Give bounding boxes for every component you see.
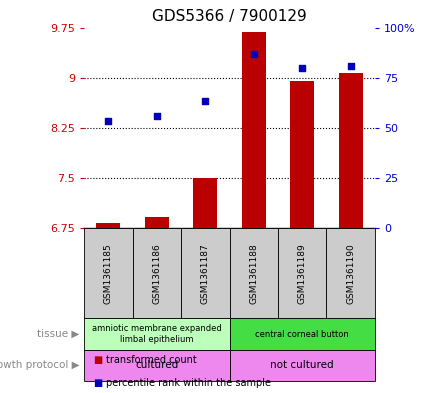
Bar <box>326 228 374 318</box>
Point <box>201 98 208 104</box>
Bar <box>229 318 374 350</box>
Title: GDS5366 / 7900129: GDS5366 / 7900129 <box>152 9 306 24</box>
Text: growth protocol ▶: growth protocol ▶ <box>0 360 80 371</box>
Text: transformed count: transformed count <box>105 355 196 365</box>
Text: amniotic membrane expanded
limbal epithelium: amniotic membrane expanded limbal epithe… <box>92 324 221 344</box>
Bar <box>144 217 169 228</box>
Bar <box>84 318 229 350</box>
Text: GSM1361189: GSM1361189 <box>297 243 306 303</box>
Point <box>104 118 111 124</box>
Text: percentile rank within the sample: percentile rank within the sample <box>105 378 270 388</box>
Bar <box>84 350 229 381</box>
Text: GSM1361188: GSM1361188 <box>249 243 258 303</box>
Text: GSM1361185: GSM1361185 <box>104 243 113 303</box>
Text: tissue ▶: tissue ▶ <box>37 329 80 339</box>
Point <box>347 63 353 70</box>
Bar <box>277 228 326 318</box>
Text: central corneal button: central corneal button <box>255 330 348 338</box>
Bar <box>338 73 362 228</box>
Text: ■: ■ <box>92 355 101 365</box>
Bar <box>181 228 229 318</box>
Bar <box>84 228 132 318</box>
Bar <box>229 350 374 381</box>
Point <box>153 113 160 119</box>
Text: GSM1361187: GSM1361187 <box>200 243 209 303</box>
Point <box>298 64 305 71</box>
Text: cultured: cultured <box>135 360 178 371</box>
Bar <box>96 223 120 228</box>
Bar <box>241 32 265 228</box>
Text: GSM1361190: GSM1361190 <box>345 243 354 303</box>
Text: not cultured: not cultured <box>270 360 333 371</box>
Text: ■: ■ <box>92 378 101 388</box>
Text: GSM1361186: GSM1361186 <box>152 243 161 303</box>
Point <box>250 51 257 57</box>
Bar <box>289 81 313 228</box>
Bar <box>193 178 217 228</box>
Bar <box>132 228 181 318</box>
Bar <box>229 228 277 318</box>
